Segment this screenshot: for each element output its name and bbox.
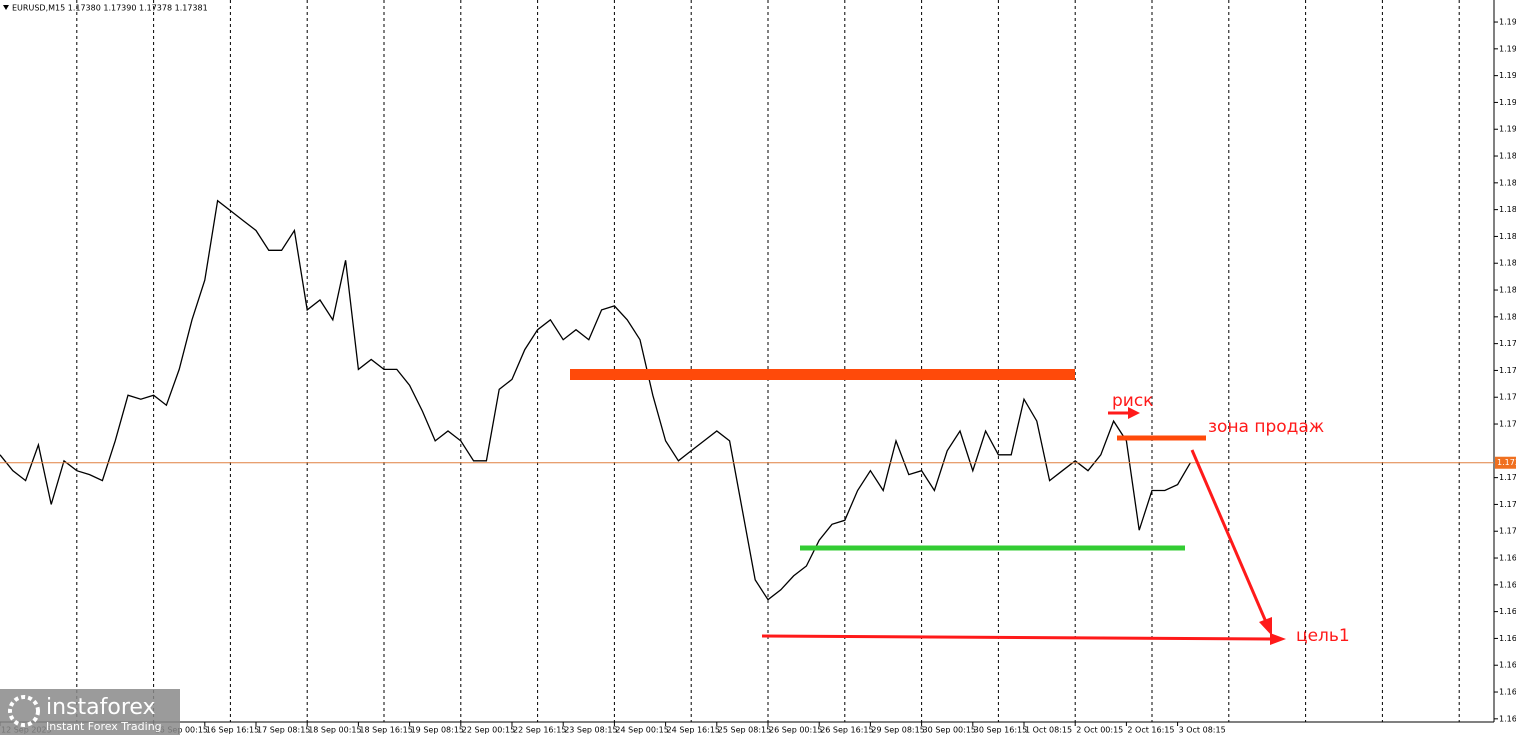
y-tick-label: 1.185 [1499,232,1516,241]
y-tick-label: 1.175 [1499,420,1516,429]
x-tick-label: 30 Sep 16:15 [974,726,1027,735]
y-tick-label: 1.160 [1499,714,1516,723]
y-tick-label: 1.163 [1499,661,1516,670]
x-tick-label: 26 Sep 00:15 [769,726,822,735]
x-tick-label: 22 Sep 00:15 [462,726,515,735]
x-tick-label: 24 Sep 16:15 [667,726,720,735]
risk-arrowhead [1128,407,1140,419]
chart-title: EURUSD,M15 1.17380 1.17390 1.17378 1.173… [12,4,208,13]
y-tick-label: 1.181 [1499,312,1516,321]
x-tick-label: 23 Sep 08:15 [564,726,617,735]
price-tag-box [1495,456,1516,469]
title-marker [3,5,9,10]
y-tick-label: 1.187 [1499,178,1516,187]
x-tick-label: 19 Sep 08:15 [411,726,464,735]
x-tick-label: 18 Sep 16:15 [359,726,412,735]
y-tick-label: 1.162 [1499,688,1516,697]
y-tick-label: 1.196 [1499,18,1516,27]
y-tick-label: 1.191 [1499,98,1516,107]
x-tick-label: 17 Sep 08:15 [257,726,310,735]
x-tick-label: 24 Sep 00:15 [615,726,668,735]
y-tick-label: 1.170 [1499,527,1516,536]
x-tick-label: 25 Sep 08:15 [718,726,771,735]
target-line [761,634,1273,641]
y-tick-label: 1.177 [1499,393,1516,402]
y-tick-label: 1.189 [1499,152,1516,161]
x-tick-label: 2 Oct 16:15 [1127,726,1174,735]
watermark-brand: instaforex [46,695,156,720]
x-tick-label: 16 Sep 00:15 [155,726,208,735]
y-tick-label: 1.194 [1499,44,1516,53]
x-tick-label: 29 Sep 08:15 [871,726,924,735]
y-tick-label: 1.171 [1499,500,1516,509]
target-line-arrowhead [1270,633,1286,645]
x-tick-label: 18 Sep 00:15 [308,726,361,735]
x-tick-label: 22 Sep 16:15 [513,726,566,735]
price-line [0,199,1191,601]
y-tick-label: 1.179 [1499,339,1516,348]
y-tick-label: 1.183 [1499,259,1516,268]
y-tick-label: 1.182 [1499,286,1516,295]
sell-zone-label: зона продаж [1208,417,1324,437]
y-tick-label: 1.166 [1499,607,1516,616]
risk-label: риск [1112,391,1153,411]
price-tag: 1.173 [1497,458,1516,467]
x-tick-label: 26 Sep 16:15 [820,726,873,735]
x-tick-label: 16 Sep 16:15 [206,726,259,735]
target-arrow [1190,449,1268,623]
x-tick-label: 3 Oct 08:15 [1179,726,1226,735]
x-tick-label: 2 Oct 00:15 [1076,726,1123,735]
x-tick-label: 1 Oct 08:15 [1025,726,1072,735]
y-tick-label: 1.169 [1499,554,1516,563]
target-arrowhead [1259,617,1272,636]
resistance-zone [570,369,1075,380]
y-tick-label: 1.190 [1499,125,1516,134]
watermark-logo [8,695,40,727]
y-tick-label: 1.167 [1499,580,1516,589]
y-tick-label: 1.164 [1499,634,1516,643]
x-tick-label: 30 Sep 00:15 [923,726,976,735]
y-tick-label: 1.186 [1499,205,1516,214]
watermark-tagline: Instant Forex Trading [46,720,162,733]
y-tick-label: 1.178 [1499,366,1516,375]
y-tick-label: 1.193 [1499,71,1516,80]
target-label: цель1 [1296,626,1350,646]
y-tick-label: 1.173 [1499,473,1516,482]
